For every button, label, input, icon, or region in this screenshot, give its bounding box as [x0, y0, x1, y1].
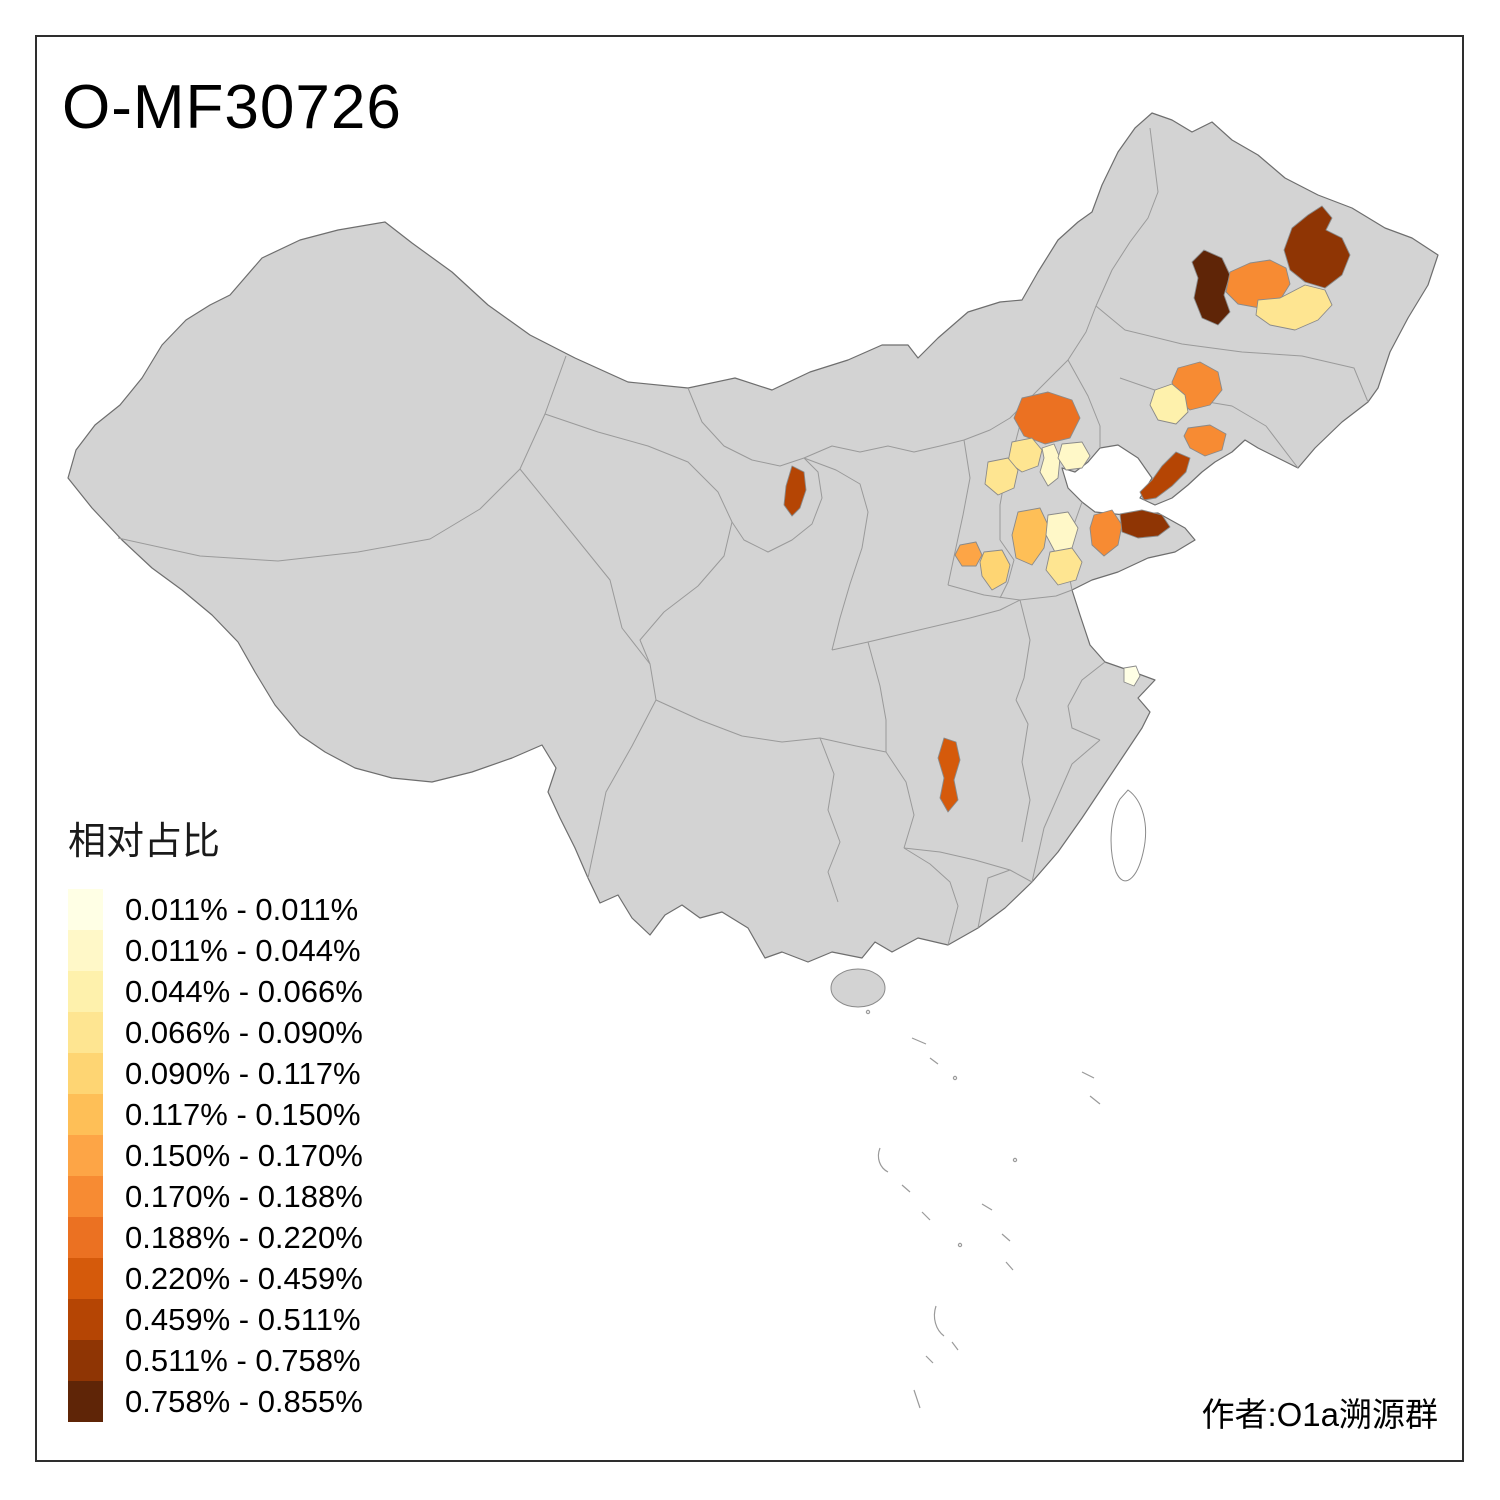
legend-swatch: [68, 1299, 103, 1340]
legend-swatch: [68, 889, 103, 930]
region-hunan-west: [937, 737, 961, 813]
legend-item: 0.066% - 0.090%: [68, 1012, 363, 1053]
region-heilongjiang-center: [1283, 205, 1351, 289]
legend-item: 0.044% - 0.066%: [68, 971, 363, 1012]
legend-swatch: [68, 1258, 103, 1299]
legend-label: 0.758% - 0.855%: [125, 1383, 363, 1419]
south-china-sea-islets: [865, 1009, 1101, 1409]
region-shandong-west: [1089, 509, 1123, 557]
legend-swatch: [68, 1135, 103, 1176]
legend-items: 0.011% - 0.011% 0.011% - 0.044% 0.044% - 0…: [68, 889, 363, 1422]
legend-item: 0.170% - 0.188%: [68, 1176, 363, 1217]
region-hebei-east: [1057, 441, 1091, 471]
legend-swatch: [68, 1340, 103, 1381]
taiwan-island: [1110, 789, 1147, 882]
legend: 相对占比 0.011% - 0.011% 0.011% - 0.044% 0.044…: [68, 810, 363, 1422]
legend-item: 0.011% - 0.011%: [68, 889, 363, 930]
province-borders: [117, 127, 1369, 946]
legend-label: 0.011% - 0.011%: [125, 891, 359, 927]
legend-swatch: [68, 930, 103, 971]
legend-title: 相对占比: [68, 821, 221, 863]
legend-swatch: [68, 1094, 103, 1135]
legend-label: 0.117% - 0.150%: [125, 1096, 361, 1132]
legend-label: 0.011% - 0.044%: [125, 932, 361, 968]
region-liaoning-east: [1183, 424, 1227, 457]
legend-swatch: [68, 1176, 103, 1217]
region-ningxia: [783, 465, 807, 517]
region-tianjin: [1039, 443, 1061, 487]
legend-swatch: [68, 1053, 103, 1094]
legend-label: 0.044% - 0.066%: [125, 973, 363, 1009]
choropleth-regions: [783, 205, 1351, 813]
hainan-island: [830, 968, 886, 1008]
legend-item: 0.150% - 0.170%: [68, 1135, 363, 1176]
region-heilongjiang-mid-orange: [1225, 259, 1291, 309]
region-hebei-south: [984, 457, 1019, 496]
region-shaanxi-center: [954, 541, 983, 567]
region-heilongjiang-west: [1191, 249, 1231, 326]
legend-label: 0.090% - 0.117%: [125, 1055, 361, 1091]
legend-label: 0.066% - 0.090%: [125, 1014, 363, 1050]
legend-label: 0.511% - 0.758%: [125, 1342, 361, 1378]
legend-item: 0.758% - 0.855%: [68, 1381, 363, 1422]
legend-label: 0.170% - 0.188%: [125, 1178, 363, 1214]
legend-item: 0.459% - 0.511%: [68, 1299, 363, 1340]
legend-swatch: [68, 1012, 103, 1053]
region-henan-north-yellow: [1045, 547, 1083, 586]
region-heilongjiang-south-yellow: [1255, 284, 1333, 331]
legend-item: 0.188% - 0.220%: [68, 1217, 363, 1258]
region-shaanxi-east-yellow: [979, 549, 1011, 591]
legend-label: 0.150% - 0.170%: [125, 1137, 363, 1173]
legend-item: 0.011% - 0.044%: [68, 930, 363, 971]
region-inner-mongolia-southeast: [1013, 391, 1081, 445]
region-liaoning-north-yellow: [1149, 383, 1189, 425]
region-liaodong-peninsula: [1139, 451, 1191, 501]
legend-label: 0.220% - 0.459%: [125, 1260, 363, 1296]
legend-item: 0.090% - 0.117%: [68, 1053, 363, 1094]
legend-item: 0.117% - 0.150%: [68, 1094, 363, 1135]
legend-item: 0.220% - 0.459%: [68, 1258, 363, 1299]
legend-label: 0.459% - 0.511%: [125, 1301, 361, 1337]
attribution-text: 作者:O1a溯源群: [1201, 1396, 1438, 1433]
page-title: O-MF30726: [62, 73, 402, 142]
region-shandong-peninsula: [1119, 509, 1171, 539]
region-shanxi-south: [1011, 507, 1049, 566]
legend-swatch: [68, 971, 103, 1012]
legend-swatch: [68, 1217, 103, 1258]
legend-swatch: [68, 1381, 103, 1422]
region-shanghai: [1123, 665, 1141, 687]
legend-label: 0.188% - 0.220%: [125, 1219, 363, 1255]
legend-item: 0.511% - 0.758%: [68, 1340, 363, 1381]
